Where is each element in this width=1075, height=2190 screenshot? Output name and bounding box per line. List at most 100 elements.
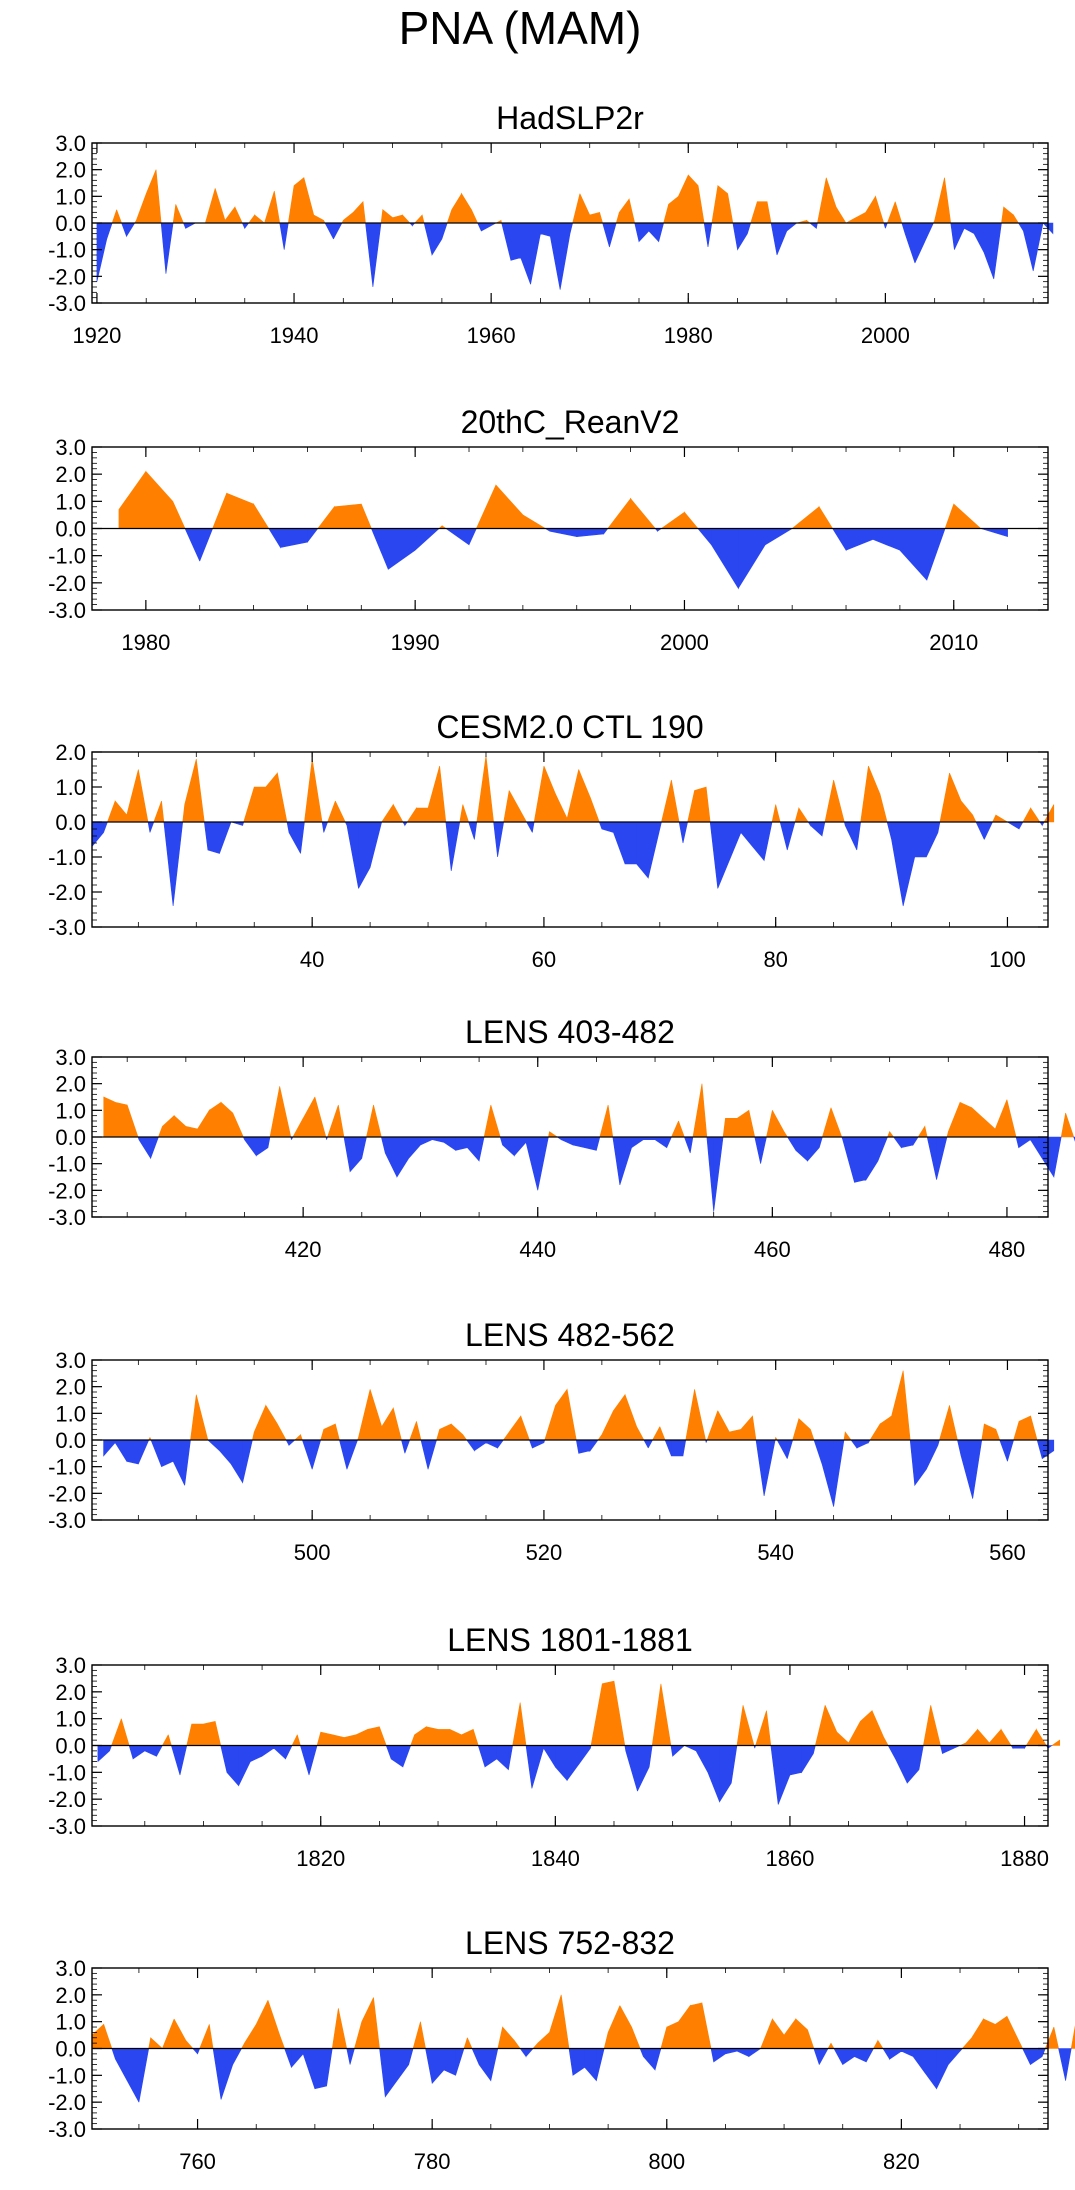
y-tick-label: 0.0 xyxy=(55,1734,86,1759)
panel-title: CESM2.0 CTL 190 xyxy=(436,709,703,745)
chart-panel-6: LENS 1801-1881 3.02.01.00.0-1.0-2.0-3.0 18… xyxy=(48,1622,1061,1871)
y-tick-label: 2.0 xyxy=(55,1983,86,2008)
positive-area xyxy=(107,755,1055,823)
panel-title: HadSLP2r xyxy=(496,100,644,136)
y-tick-label: 2.0 xyxy=(55,462,86,487)
y-tick-label: 3.0 xyxy=(55,1348,86,1373)
y-tick-label: 2.0 xyxy=(55,1375,86,1400)
x-tick-label: 80 xyxy=(763,947,787,972)
x-tick-label: 100 xyxy=(989,947,1026,972)
y-tick-label: -2.0 xyxy=(48,880,86,905)
negative-area xyxy=(91,821,1045,907)
y-tick-label: 0.0 xyxy=(55,1428,86,1453)
negative-area xyxy=(111,2048,1072,2103)
y-tick-label: 2.0 xyxy=(55,1072,86,1097)
y-tick-label: -2.0 xyxy=(48,571,86,596)
negative-area xyxy=(103,1439,1055,1507)
x-tick-label: 1980 xyxy=(121,630,170,655)
panel-title: LENS 482-562 xyxy=(465,1317,675,1353)
y-tick-label: -3.0 xyxy=(48,1205,86,1230)
x-tick-label: 2000 xyxy=(861,323,910,348)
x-tick-label: 460 xyxy=(754,1237,791,1262)
y-tick-label: -3.0 xyxy=(48,2117,86,2142)
chart-panel-7: LENS 752-832 3.02.01.00.0-1.0-2.0-3.0 760 7… xyxy=(48,1925,1075,2174)
y-tick-label: -1.0 xyxy=(48,1455,86,1480)
plot-frame xyxy=(91,751,1049,928)
x-tick-label: 1990 xyxy=(391,630,440,655)
y-tick-label: 2.0 xyxy=(55,1680,86,1705)
chart-panel-5: LENS 482-562 3.02.01.00.0-1.0-2.0-3.0 500 5… xyxy=(48,1317,1055,1565)
y-tick-label: 1.0 xyxy=(55,184,86,209)
x-tick-label: 420 xyxy=(285,1237,322,1262)
positive-area xyxy=(118,470,982,529)
panel-title: LENS 752-832 xyxy=(465,1925,675,1961)
positive-area xyxy=(91,1994,1075,2049)
x-tick-label: 1840 xyxy=(531,1846,580,1871)
x-tick-label: 820 xyxy=(883,2149,920,2174)
x-tick-label: 40 xyxy=(300,947,324,972)
y-tick-label: 0.0 xyxy=(55,810,86,835)
negative-area xyxy=(137,1136,1075,1212)
y-tick-label: 1.0 xyxy=(55,2010,86,2035)
y-tick-label: 3.0 xyxy=(55,435,86,460)
y-tick-label: -2.0 xyxy=(48,264,86,289)
negative-area xyxy=(184,528,1008,590)
y-tick-label: 3.0 xyxy=(55,1045,86,1070)
y-tick-label: -2.0 xyxy=(48,1481,86,1506)
x-tick-label: 1820 xyxy=(296,1846,345,1871)
x-tick-label: 780 xyxy=(414,2149,451,2174)
y-tick-label: 3.0 xyxy=(55,131,86,156)
y-tick-label: 1.0 xyxy=(55,489,86,514)
x-tick-label: 560 xyxy=(989,1540,1026,1565)
chart-panel-3: CESM2.0 CTL 190 2.0 1.0 0.0 -1.0 -2.0 -3.0 40 60… xyxy=(48,709,1055,972)
panel-title: 20thC_ReanV2 xyxy=(461,404,680,440)
y-tick-label: -3.0 xyxy=(48,1508,86,1533)
y-tick-label: -1.0 xyxy=(48,1760,86,1785)
y-tick-label: -2.0 xyxy=(48,2090,86,2115)
positive-area xyxy=(103,1083,1075,1138)
y-tick-label: 1.0 xyxy=(55,775,86,800)
panel-title: LENS 403-482 xyxy=(465,1014,675,1050)
x-tick-label: 1860 xyxy=(765,1846,814,1871)
x-tick-label: 2010 xyxy=(929,630,978,655)
x-tick-label: 1980 xyxy=(664,323,713,348)
x-tick-label: 440 xyxy=(519,1237,556,1262)
y-tick-label: -1.0 xyxy=(48,238,86,263)
positive-area xyxy=(148,1370,1038,1441)
x-tick-label: 60 xyxy=(532,947,556,972)
y-tick-label: 2.0 xyxy=(55,158,86,183)
x-tick-label: 540 xyxy=(757,1540,794,1565)
panel-title: LENS 1801-1881 xyxy=(447,1622,693,1658)
y-tick-label: -1.0 xyxy=(48,845,86,870)
y-tick-label: -3.0 xyxy=(48,915,86,940)
x-tick-label: 1960 xyxy=(467,323,516,348)
chart-panel-1: HadSLP2r 3.02.01.00.0-1.0-2.0-3.0 1920 1940… xyxy=(48,100,1054,348)
y-tick-label: -1.0 xyxy=(48,1152,86,1177)
x-tick-label: 520 xyxy=(526,1540,563,1565)
x-tick-label: 1880 xyxy=(1000,1846,1049,1871)
x-tick-label: 1940 xyxy=(270,323,319,348)
negative-area xyxy=(96,222,1054,290)
negative-area xyxy=(97,1745,1053,1805)
y-tick-label: -3.0 xyxy=(48,598,86,623)
positive-area xyxy=(111,169,1019,224)
y-tick-label: 3.0 xyxy=(55,1653,86,1678)
y-tick-label: -3.0 xyxy=(48,1814,86,1839)
y-tick-label: -2.0 xyxy=(48,1787,86,1812)
chart-panel-2: 20thC_ReanV2 3.02.01.0 0.0-1.0-2.0-3.0 1980… xyxy=(48,404,1049,655)
x-tick-label: 500 xyxy=(294,1540,331,1565)
x-tick-label: 2000 xyxy=(660,630,709,655)
y-tick-label: 1.0 xyxy=(55,1401,86,1426)
y-tick-label: 0.0 xyxy=(55,517,86,542)
chart-panel-4: LENS 403-482 3.02.01.00.0-1.0-2.0-3.0 420 4… xyxy=(48,1014,1075,1262)
y-tick-label: -1.0 xyxy=(48,544,86,569)
figure-title: PNA (MAM) xyxy=(399,2,642,54)
y-tick-label: 0.0 xyxy=(55,2037,86,2062)
y-tick-label: 3.0 xyxy=(55,1956,86,1981)
y-tick-label: -2.0 xyxy=(48,1178,86,1203)
x-tick-label: 1920 xyxy=(72,323,121,348)
x-tick-label: 760 xyxy=(179,2149,216,2174)
y-tick-label: 1.0 xyxy=(55,1098,86,1123)
